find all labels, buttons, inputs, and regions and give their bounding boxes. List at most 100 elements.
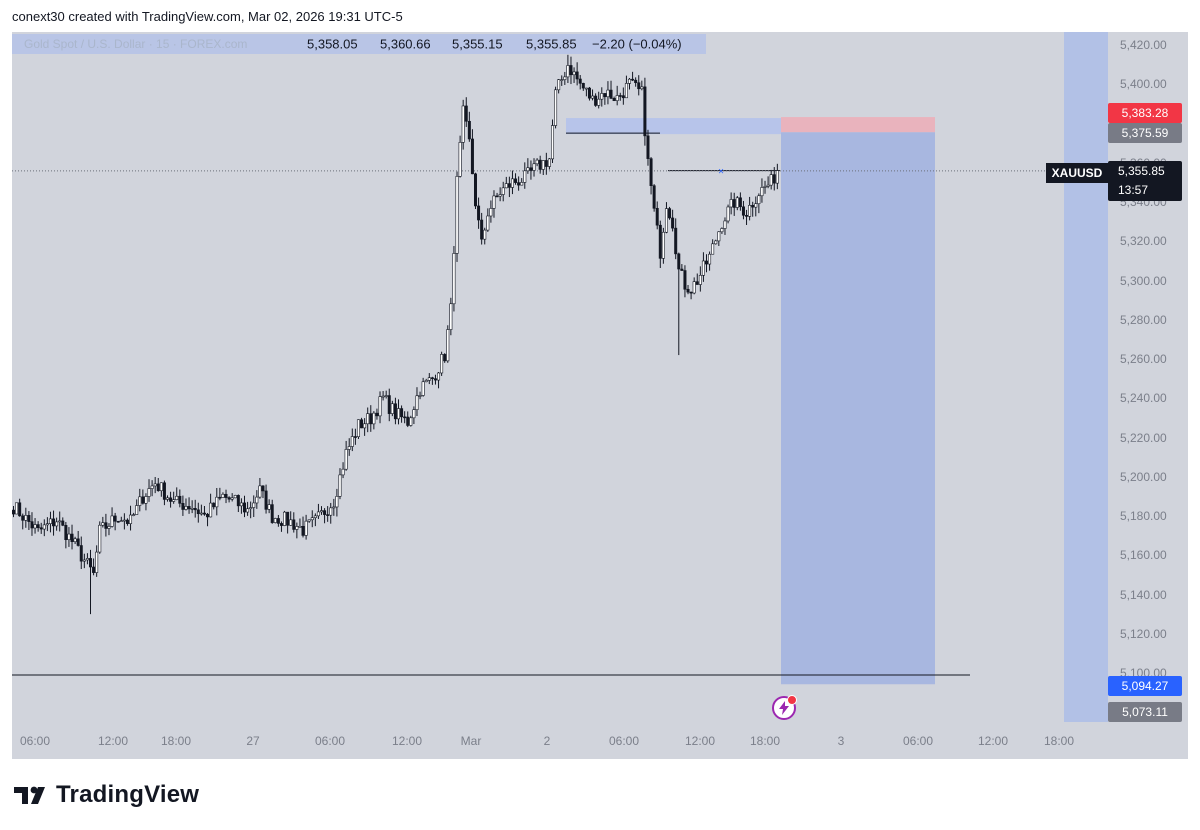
candle-body (196, 509, 200, 515)
candle-body (52, 518, 56, 527)
candle-body (110, 515, 114, 527)
x-tick-label: 27 (246, 734, 260, 748)
candle-body (326, 514, 330, 516)
candle-body (646, 135, 650, 159)
candle-body (544, 160, 548, 167)
candle-body (150, 485, 154, 489)
y-tick-label: 5,300.00 (1120, 273, 1167, 288)
candle-body (366, 413, 370, 425)
candle-body (313, 515, 317, 519)
entry-band (566, 118, 781, 135)
x-tick-label: 18:00 (1043, 734, 1075, 748)
candle-body (504, 183, 508, 189)
y-tick-label: 5,140.00 (1120, 587, 1167, 602)
candle-body (751, 204, 755, 208)
candle-body (763, 186, 767, 188)
candle-body (560, 79, 564, 81)
candle-body (532, 163, 536, 171)
stop-loss-label: 5,383.28 (1108, 103, 1182, 123)
candle-body (82, 559, 86, 562)
candle-body (652, 185, 656, 209)
x-tick-label: 06:00 (314, 734, 346, 748)
candle-body (292, 519, 296, 530)
candle-body (396, 408, 400, 420)
candle-body (42, 524, 46, 530)
candle-body (181, 503, 185, 510)
tradingview-logo: TradingView (14, 780, 199, 810)
candle-body (572, 71, 576, 76)
candle-body (39, 527, 43, 530)
candle-body (384, 395, 388, 397)
candle-body (415, 395, 419, 410)
candle-body (375, 412, 379, 417)
candle-body (344, 449, 348, 470)
candle-body (461, 105, 465, 143)
candle-body (452, 253, 456, 305)
candle-body (236, 495, 240, 507)
candle-body (603, 93, 607, 98)
candle-body (378, 396, 382, 417)
line-midpoint-marker: × (718, 167, 724, 178)
candle-body (695, 281, 699, 285)
candle-body (224, 493, 228, 498)
candle-body (215, 496, 219, 508)
chart-area[interactable] (12, 32, 1188, 759)
candle-body (58, 520, 62, 523)
candle-body (584, 87, 588, 90)
candle-body (169, 497, 173, 502)
candle-body (141, 496, 145, 504)
candle-body (760, 187, 764, 197)
x-tick-label: 06:00 (902, 734, 934, 748)
candle-body (36, 524, 40, 528)
y-tick-label: 5,260.00 (1120, 352, 1167, 366)
candle-body (427, 377, 431, 381)
alert-bolt-icon[interactable] (772, 695, 797, 720)
candle-body (757, 195, 761, 205)
instrument-name[interactable]: Gold Spot / U.S. Dollar · 15 · FOREX.com (24, 37, 248, 51)
candle-body (15, 502, 19, 515)
y-tick-label: 5,420.00 (1120, 38, 1167, 52)
candle-body (363, 423, 367, 429)
candle-body (289, 519, 293, 526)
candle-body (726, 206, 730, 222)
candle-body (483, 229, 487, 240)
candle-body (48, 518, 52, 524)
scale-bottom-label: 5,073.11 (1108, 702, 1182, 722)
candle-body (190, 508, 194, 510)
candle-body (227, 497, 231, 500)
candle-body (338, 474, 342, 497)
candle-body (578, 78, 582, 84)
candle-body (116, 520, 120, 523)
candle-body (677, 253, 681, 270)
candle-body (70, 533, 74, 542)
candle-body (184, 506, 188, 510)
legend-change: −2.20 (−0.04%) (592, 36, 682, 52)
candle-body (45, 523, 49, 526)
x-tick-label: 06:00 (608, 734, 640, 748)
candle-body (323, 510, 327, 515)
candle-body (21, 515, 25, 521)
candle-body (661, 231, 665, 259)
legend-low: 5,355.15 (452, 36, 503, 52)
x-tick-label: 12:00 (977, 734, 1009, 748)
candle-body (467, 120, 471, 140)
candle-body (609, 89, 613, 99)
candle-body (514, 178, 518, 183)
candle-body (30, 521, 34, 529)
candle-body (387, 395, 391, 414)
candle-body (206, 513, 210, 518)
y-tick-label: 5,400.00 (1120, 77, 1167, 92)
candle-body (600, 93, 604, 100)
candle-body (708, 253, 712, 265)
candle-body (372, 412, 376, 425)
price-scale[interactable] (1108, 32, 1188, 732)
candle-body (581, 82, 585, 89)
tv-logo-icon (14, 786, 45, 804)
current-price-value: 5,355.85 (1118, 164, 1165, 178)
candle-body (156, 483, 160, 492)
candle-body (612, 98, 616, 101)
candle-body (61, 520, 65, 526)
candle-body (172, 499, 176, 502)
candle-body (732, 199, 736, 208)
